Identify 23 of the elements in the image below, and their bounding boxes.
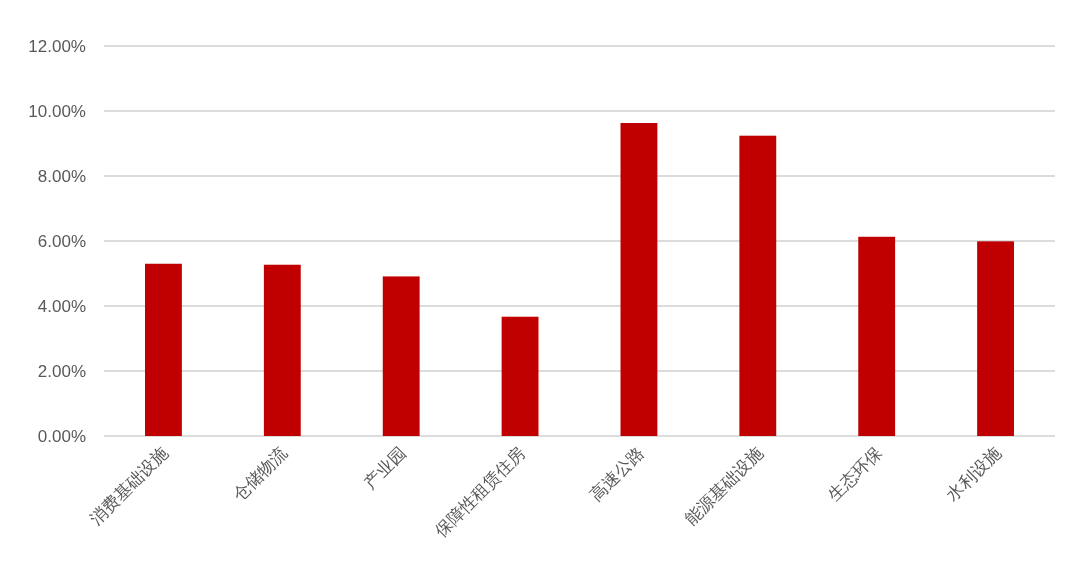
y-tick-label: 8.00%: [37, 167, 86, 186]
x-tick-label: 水利设施: [942, 443, 1005, 505]
x-tick-label: 能源基础设施: [681, 443, 767, 529]
bar: [145, 263, 182, 436]
x-tick-label: 保障性租赁住房: [431, 443, 529, 541]
bar: [858, 236, 896, 436]
bar: [501, 316, 539, 436]
y-tick-label: 12.00%: [28, 37, 86, 56]
y-tick-label: 6.00%: [37, 232, 86, 251]
bar: [620, 123, 658, 436]
bar: [739, 135, 777, 436]
bar: [382, 276, 420, 436]
bar: [263, 264, 301, 436]
bar: [977, 241, 1014, 436]
x-tick-label: 生态环保: [824, 443, 886, 505]
x-tick-label: 高速公路: [586, 443, 648, 505]
y-tick-label: 2.00%: [37, 362, 86, 381]
y-tick-label: 4.00%: [37, 297, 86, 316]
y-tick-label: 0.00%: [37, 427, 86, 446]
x-tick-label: 消费基础设施: [86, 443, 173, 529]
y-tick-label: 10.00%: [28, 102, 86, 121]
x-tick-label: 产业园: [360, 443, 411, 493]
x-tick-label: 仓储物流: [229, 443, 292, 505]
